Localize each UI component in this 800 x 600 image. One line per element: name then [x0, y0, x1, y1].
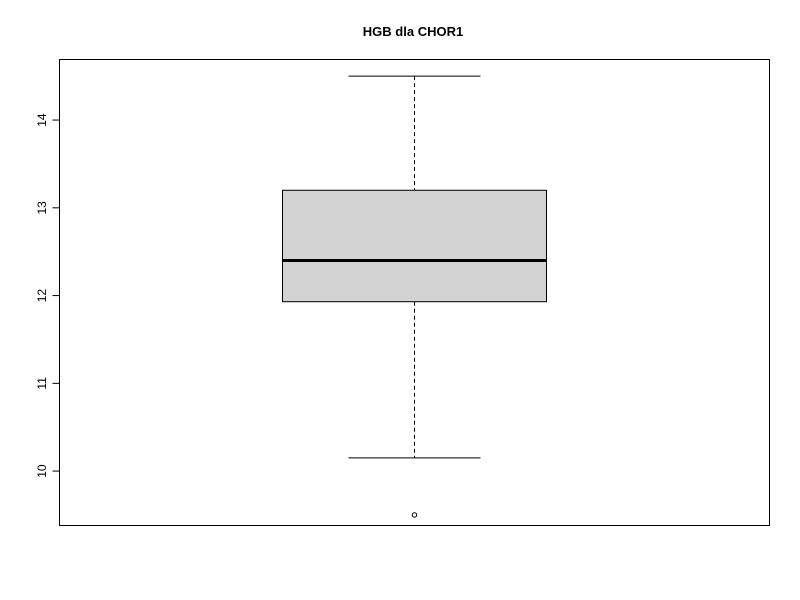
- y-tick-label: 14: [35, 113, 49, 127]
- outlier-point: [411, 512, 418, 518]
- y-tick-label: 10: [35, 464, 49, 478]
- interquartile-box: [282, 189, 547, 303]
- y-tick-label: 12: [35, 289, 49, 303]
- y-tick-label: 13: [35, 201, 49, 215]
- y-axis: 10 11 12 13 14: [35, 113, 60, 478]
- box-group: [282, 75, 547, 518]
- chart-title: HGB dla CHOR1: [363, 24, 463, 39]
- y-tick-label: 11: [35, 377, 49, 390]
